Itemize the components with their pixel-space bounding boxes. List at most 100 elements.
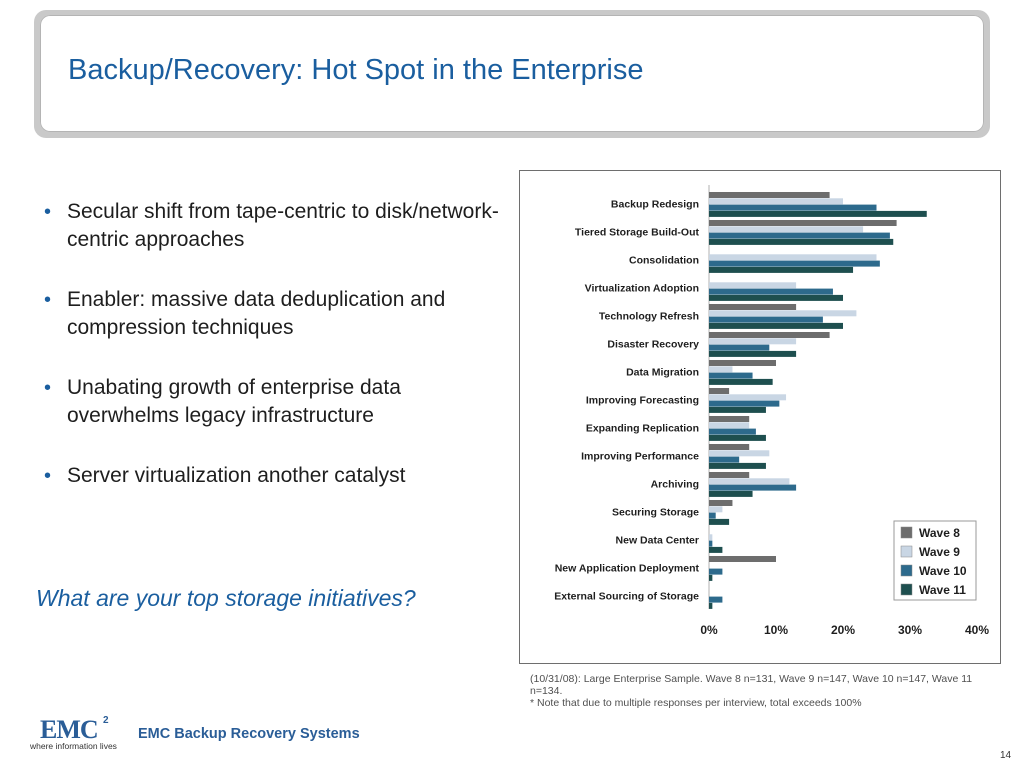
bullet-item: • Server virtualization another catalyst	[44, 462, 504, 490]
bar-wave-9	[709, 366, 733, 373]
bar-wave-10	[709, 568, 723, 575]
bar-chart: Backup Redesign Tiered Storage Build-Out C…	[554, 185, 989, 637]
logo-superscript: 2	[103, 715, 109, 726]
bullet-text: Enabler: massive data deduplication and …	[67, 288, 446, 339]
bar-wave-10	[709, 596, 723, 603]
bar-wave-10	[709, 428, 756, 435]
legend-label: Wave 11	[919, 583, 966, 597]
legend-label: Wave 10	[919, 564, 967, 578]
bar-wave-11	[709, 210, 927, 217]
bullet-dot-icon: •	[44, 201, 52, 223]
logo-text: EMC	[40, 715, 99, 744]
bar-wave-11	[709, 602, 713, 609]
legend-swatch	[900, 564, 913, 577]
category-label: Technology Refresh	[599, 311, 699, 323]
legend-label: Wave 9	[919, 545, 960, 559]
bar-wave-10	[709, 288, 833, 295]
bar-wave-9	[709, 478, 790, 485]
bar-wave-9	[709, 338, 797, 345]
bar-wave-10	[709, 232, 890, 239]
category-label: Consolidation	[629, 255, 699, 267]
category-label: Tiered Storage Build-Out	[575, 227, 700, 239]
bar-wave-11	[709, 238, 894, 245]
bar-wave-11	[709, 574, 713, 581]
bar-wave-11	[709, 462, 766, 469]
legend-label: Wave 8	[919, 526, 960, 540]
bullet-item: • Enabler: massive data deduplication and…	[44, 286, 504, 342]
bullet-text: Server virtualization another catalyst	[67, 464, 406, 487]
bar-wave-9	[709, 450, 770, 457]
bar-wave-9	[709, 534, 713, 541]
bar-wave-11	[709, 378, 773, 385]
category-label: New Data Center	[616, 535, 699, 547]
bar-wave-8	[709, 416, 750, 422]
bar-wave-11	[709, 406, 766, 413]
category-label: Improving Performance	[581, 451, 699, 463]
bar-wave-8	[709, 220, 897, 226]
x-tick-label: 40%	[965, 623, 989, 637]
bar-wave-11	[709, 518, 730, 525]
page-number: 14	[1000, 750, 1012, 761]
bar-wave-11	[709, 546, 723, 553]
bar-wave-10	[709, 400, 780, 407]
x-tick-label: 10%	[764, 623, 788, 637]
bar-wave-9	[709, 254, 877, 261]
slide-title: Backup/Recovery: Hot Spot in the Enterpr…	[68, 54, 644, 86]
category-label: Disaster Recovery	[607, 339, 699, 351]
bar-wave-8	[709, 444, 750, 450]
question-text: What are your top storage initiatives?	[36, 585, 416, 611]
bar-wave-10	[709, 344, 770, 351]
bar-wave-8	[709, 472, 750, 478]
bar-wave-9	[709, 282, 797, 289]
legend-swatch	[900, 526, 913, 539]
bar-wave-8	[709, 332, 830, 338]
legend-swatch	[900, 583, 913, 596]
chart-frame: Backup Redesign Tiered Storage Build-Out C…	[519, 170, 1001, 664]
category-label: External Sourcing of Storage	[554, 591, 699, 603]
bullet-item: • Unabating growth of enterprise data ove…	[44, 374, 504, 430]
bullet-text: Secular shift from tape-centric to disk/…	[67, 200, 499, 251]
bar-wave-10	[709, 260, 880, 267]
bar-wave-8	[709, 388, 730, 394]
category-label: Backup Redesign	[611, 199, 699, 211]
bar-wave-11	[709, 490, 753, 497]
bar-wave-11	[709, 322, 843, 329]
bar-wave-11	[709, 266, 854, 273]
bar-wave-10	[709, 540, 713, 547]
category-label: Securing Storage	[612, 507, 699, 519]
logo-tagline: where information lives	[30, 741, 117, 751]
x-tick-label: 30%	[898, 623, 922, 637]
bar-wave-9	[709, 310, 857, 317]
category-label: Expanding Replication	[586, 423, 699, 435]
x-tick-label: 0%	[700, 623, 718, 637]
bullet-dot-icon: •	[44, 289, 52, 311]
bullet-item: • Secular shift from tape-centric to disk…	[44, 198, 504, 254]
bar-wave-8	[709, 360, 776, 366]
x-tick-label: 20%	[831, 623, 855, 637]
bar-wave-9	[709, 226, 864, 233]
category-label: Improving Forecasting	[586, 395, 699, 407]
bar-wave-10	[709, 484, 797, 491]
category-label: Data Migration	[626, 367, 699, 379]
bar-wave-11	[709, 350, 797, 357]
bar-wave-9	[709, 506, 723, 513]
bar-wave-8	[709, 192, 830, 198]
bar-wave-10	[709, 372, 753, 379]
bullet-dot-icon: •	[44, 465, 52, 487]
bar-wave-9	[709, 198, 843, 205]
bar-wave-11	[709, 434, 766, 441]
bar-wave-8	[709, 500, 733, 506]
category-label: Virtualization Adoption	[585, 283, 699, 295]
bullet-text: Unabating growth of enterprise data over…	[67, 376, 401, 427]
bar-wave-8	[709, 556, 776, 562]
bar-wave-10	[709, 204, 877, 211]
category-label: Archiving	[651, 479, 699, 491]
legend-swatch	[900, 545, 913, 558]
bar-wave-10	[709, 316, 823, 323]
bar-wave-10	[709, 456, 740, 463]
bar-wave-8	[709, 304, 797, 310]
bullet-list: • Secular shift from tape-centric to disk…	[44, 198, 504, 522]
bar-wave-9	[709, 422, 750, 429]
chart-footnote: (10/31/08): Large Enterprise Sample. Wav…	[530, 673, 1000, 709]
bar-wave-9	[709, 394, 787, 401]
